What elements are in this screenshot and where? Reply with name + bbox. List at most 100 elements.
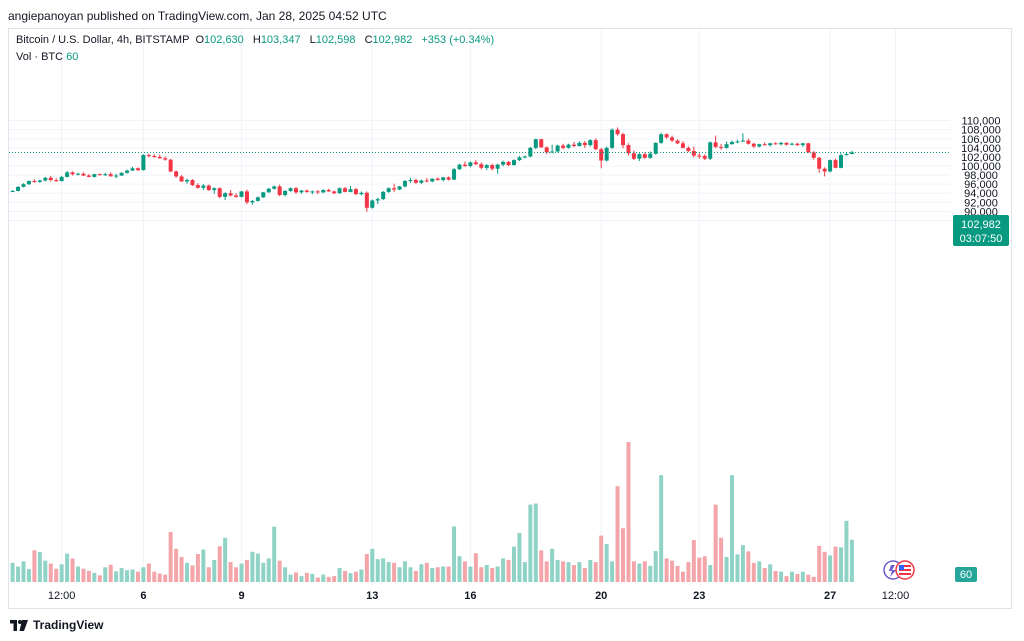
- volume-bar: [730, 475, 734, 582]
- candle-body: [479, 164, 484, 168]
- volume-bar: [828, 555, 833, 582]
- volume-bar: [228, 562, 233, 582]
- volume-bar: [528, 504, 533, 582]
- volume-bar: [680, 571, 685, 582]
- candle-body: [817, 157, 822, 169]
- volume-bar: [413, 570, 418, 582]
- volume-bar: [844, 520, 849, 582]
- candle-body: [310, 191, 315, 193]
- volume-bar: [806, 574, 811, 582]
- price-axis[interactable]: 88,00090,00092,00094,00096,00098,000100,…: [961, 116, 1001, 228]
- candle-body: [484, 165, 489, 168]
- candle-body: [686, 147, 691, 152]
- candle-body: [81, 173, 86, 176]
- volume-bar: [168, 531, 173, 582]
- volume-bar: [642, 561, 647, 582]
- candle-body: [571, 144, 576, 147]
- y-tick-label: 106,000: [961, 134, 1001, 146]
- candle-body: [392, 188, 397, 190]
- volume-bar: [659, 475, 664, 582]
- volume-bar: [299, 576, 304, 582]
- volume-bar: [424, 562, 429, 582]
- candle-body: [195, 185, 200, 188]
- volume-bar: [779, 571, 784, 582]
- x-tick-label: 6: [140, 590, 146, 602]
- candle-body: [206, 185, 211, 191]
- volume-bar: [141, 567, 146, 582]
- candle-body: [561, 145, 566, 148]
- candle-body: [397, 186, 402, 190]
- volume-bar: [577, 562, 582, 582]
- candle-body: [272, 186, 277, 189]
- volume-bar: [16, 566, 21, 582]
- volume-bar: [757, 561, 762, 582]
- volume-bar: [146, 563, 151, 582]
- candle-body: [168, 159, 173, 172]
- candle-body: [277, 186, 282, 196]
- volume-bar: [566, 562, 571, 582]
- footer-brand[interactable]: TradingView: [10, 618, 103, 632]
- candle-body: [381, 191, 386, 200]
- volume-bar: [446, 566, 451, 582]
- grid-lines: [9, 29, 950, 585]
- candle-body: [157, 156, 162, 159]
- volume-bar: [359, 569, 364, 582]
- volume-bar: [103, 567, 108, 582]
- candle-body: [795, 143, 800, 146]
- candle-body: [779, 142, 784, 145]
- last-price-badge-price: 102,982: [961, 219, 1001, 231]
- candle-body: [32, 180, 37, 182]
- candle-body: [784, 142, 789, 145]
- candle-body: [163, 158, 168, 160]
- volume-label[interactable]: Vol · BTC: [16, 51, 64, 63]
- volume-bar: [653, 551, 658, 582]
- chart-frame[interactable]: [8, 28, 1012, 609]
- volume-bar: [610, 561, 615, 582]
- candle-body: [223, 193, 228, 197]
- symbol-title[interactable]: Bitcoin / U.S. Dollar, 4h, BITSTAMP: [16, 34, 190, 46]
- volume-bar: [555, 559, 560, 582]
- candle-body: [359, 192, 364, 195]
- volume-bar: [626, 442, 631, 582]
- candle-body: [468, 162, 473, 166]
- volume-bar: [631, 561, 636, 582]
- volume-bar: [457, 556, 462, 582]
- candle-body: [294, 188, 298, 193]
- candle-body: [789, 143, 794, 145]
- candle-body: [670, 137, 675, 141]
- volume-bar: [174, 548, 179, 582]
- volume-bar: [65, 553, 70, 582]
- volume-bar: [59, 564, 64, 582]
- volume-bar: [32, 550, 37, 582]
- volume-bar: [708, 565, 713, 582]
- candle-body: [435, 178, 440, 181]
- volume-bar: [621, 528, 625, 582]
- volume-bar: [713, 504, 718, 582]
- volume-bar: [304, 572, 309, 582]
- time-axis[interactable]: 12:00 6 9 13 16 20 23 27 12:00: [48, 590, 909, 602]
- ohlc-legend: Bitcoin / U.S. Dollar, 4h, BITSTAMP O102…: [16, 34, 497, 46]
- volume-bar: [277, 560, 282, 582]
- candle-body: [833, 160, 838, 168]
- event-icons[interactable]: [883, 560, 915, 580]
- last-price-badge-countdown: 03:07:50: [960, 233, 1003, 245]
- candle-body: [653, 142, 658, 154]
- volume-bar: [664, 558, 669, 582]
- candle-body: [179, 176, 184, 182]
- volume-bar: [789, 571, 794, 582]
- candle-body: [130, 168, 135, 171]
- volume-bar: [21, 561, 26, 582]
- volume-bar: [702, 556, 707, 582]
- candle-body: [21, 184, 26, 187]
- volume-bar: [849, 539, 854, 582]
- candle-body: [146, 155, 151, 157]
- volume-bar: [740, 545, 745, 582]
- x-tick-label: 9: [238, 590, 244, 602]
- volume-bar: [337, 568, 342, 582]
- candle-body: [217, 188, 222, 197]
- volume-bar: [364, 554, 369, 582]
- volume-bar: [403, 561, 407, 582]
- candle-body: [615, 129, 620, 135]
- volume-bar: [76, 566, 80, 582]
